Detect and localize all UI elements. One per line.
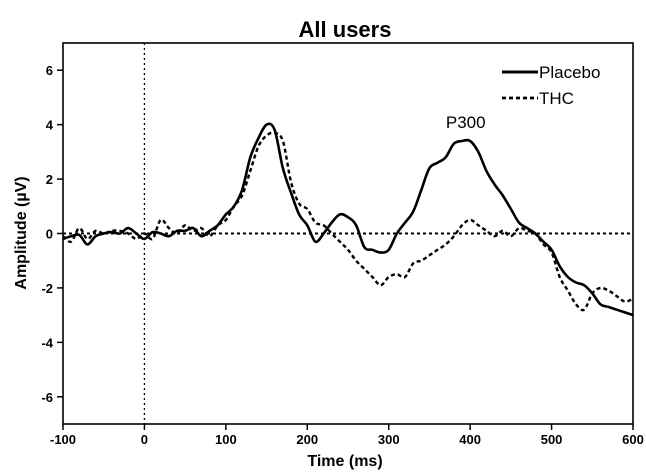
y-tick-label: 0 <box>46 227 53 242</box>
x-axis-label: Time (ms) <box>307 453 382 470</box>
x-tick-label: 200 <box>296 432 318 447</box>
x-tick-label: 0 <box>141 432 148 447</box>
y-tick-label: 6 <box>46 63 53 78</box>
series-line-placebo <box>62 122 634 317</box>
y-tick-label: -6 <box>41 390 53 405</box>
x-tick-label: 300 <box>378 432 400 447</box>
x-tick-label: 600 <box>622 432 644 447</box>
y-tick-label: -2 <box>41 281 53 296</box>
legend-label-thc: THC <box>539 89 574 108</box>
chart-title: All users <box>299 17 392 42</box>
y-tick-label: 2 <box>46 172 53 187</box>
x-tick-label: 500 <box>541 432 563 447</box>
x-tick-label: 100 <box>215 432 237 447</box>
series-line-thc <box>62 131 634 312</box>
x-tick-label: 400 <box>459 432 481 447</box>
annotation-label: P300 <box>446 113 486 132</box>
legend-label-placebo: Placebo <box>539 63 600 82</box>
x-tick-label: -100 <box>50 432 76 447</box>
y-tick-label: -4 <box>41 335 53 350</box>
y-axis-label: Amplitude (µV) <box>13 176 30 289</box>
y-tick-label: 4 <box>46 118 54 133</box>
